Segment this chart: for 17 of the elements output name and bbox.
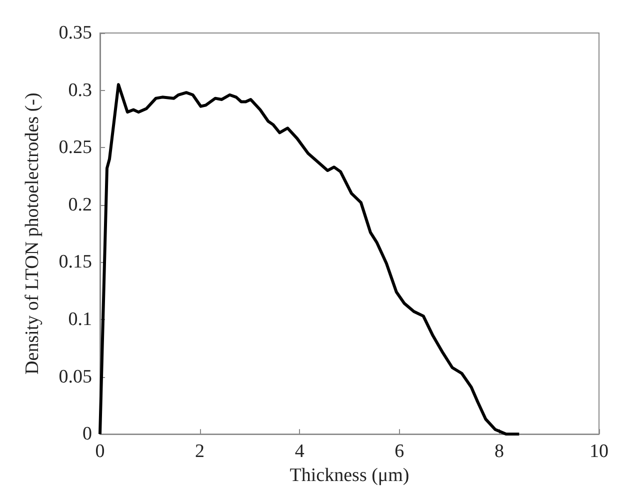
y-tick-label: 0.15	[58, 252, 92, 273]
y-tick-label: 0.05	[58, 366, 92, 388]
x-tick-label: 10	[590, 441, 608, 462]
y-tick-label: 0.25	[58, 137, 92, 158]
line-series	[98, 83, 521, 436]
x-tick-label: 2	[195, 441, 205, 462]
x-tick-label: 8	[494, 441, 504, 462]
y-tick-label: 0	[82, 424, 92, 445]
y-tick-label: 0.1	[68, 309, 92, 330]
x-tick-label: 4	[294, 441, 305, 462]
y-axis-title: Density of LTON photoelectrodes (-)	[22, 92, 43, 374]
x-axis-title: Thickness (μm)	[290, 465, 410, 486]
x-tick-label: 6	[394, 441, 404, 462]
y-tick-label: 0.35	[58, 22, 92, 44]
y-tick-label: 0.2	[68, 194, 92, 216]
y-tick-label: 0.3	[68, 80, 92, 101]
x-tick-label: 0	[95, 441, 105, 462]
